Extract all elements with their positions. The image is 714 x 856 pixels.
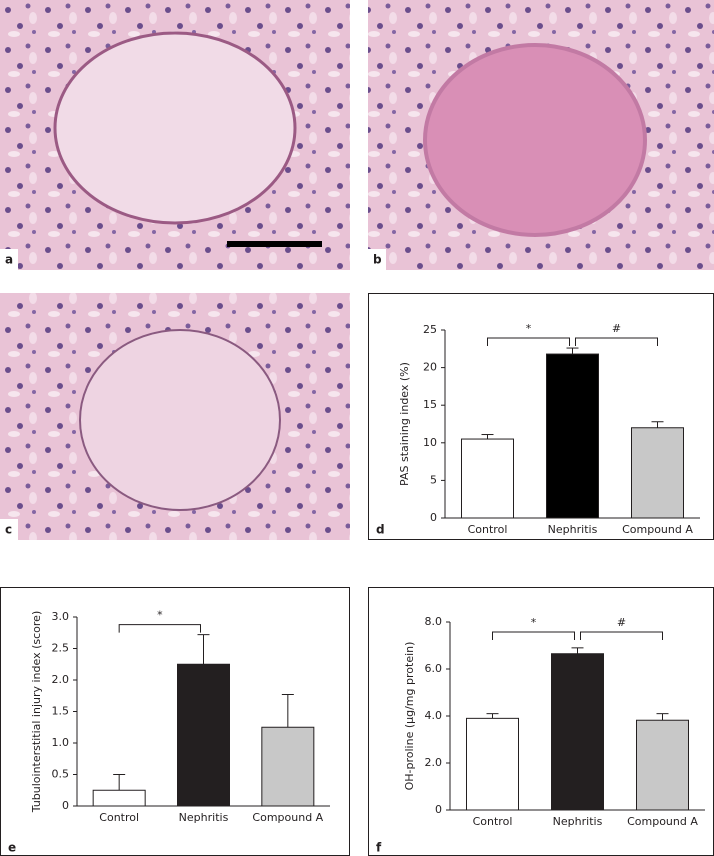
x-tick-label: Compound A	[627, 815, 698, 828]
y-tick-label: 1.0	[52, 736, 70, 749]
significance-bracket	[487, 337, 570, 347]
panel-label: f	[376, 841, 382, 855]
bar	[636, 719, 689, 811]
annotation: *	[157, 609, 163, 622]
x-tick-label: Control	[473, 815, 513, 828]
panel-label: c	[5, 523, 12, 537]
bar	[261, 726, 315, 807]
y-tick-label: 4.0	[425, 709, 443, 722]
y-tick-label: 10	[423, 436, 437, 449]
y-tick-label: 3.0	[52, 610, 70, 623]
y-tick-label: 15	[423, 398, 437, 411]
x-tick-label: Control	[468, 523, 508, 536]
x-tick-label: Compound A	[252, 811, 323, 824]
bar	[546, 353, 599, 519]
panel-label: d	[376, 523, 385, 537]
bar	[466, 717, 519, 811]
x-tick-label: Nephritis	[548, 523, 598, 536]
label-box	[368, 249, 386, 270]
annotation: *	[526, 322, 532, 335]
significance-bracket	[580, 631, 663, 640]
bar	[551, 653, 604, 811]
glomerulus	[53, 31, 297, 225]
y-tick-label: 2.0	[425, 756, 443, 769]
y-tick-label: 0	[62, 799, 69, 812]
annotation: #	[612, 322, 621, 335]
glomerulus	[423, 43, 647, 237]
panel-label: b	[373, 253, 382, 267]
y-tick-label: 2.5	[52, 642, 70, 655]
y-tick-label: 0.5	[52, 768, 70, 781]
y-tick-label: 2.0	[52, 673, 70, 686]
bar	[631, 427, 684, 519]
significance-bracket	[575, 337, 658, 347]
y-axis-label: PAS staining index (%)	[398, 362, 411, 486]
annotation: #	[617, 616, 626, 629]
y-tick-label: 0	[430, 511, 437, 524]
bar	[461, 438, 514, 519]
bar	[92, 789, 146, 807]
y-tick-label: 6.0	[425, 662, 443, 675]
x-tick-label: Nephritis	[553, 815, 603, 828]
panel-label: a	[5, 253, 13, 267]
significance-bracket	[118, 624, 201, 633]
bar	[177, 663, 230, 807]
panel-label: e	[8, 841, 16, 855]
y-tick-label: 1.5	[52, 705, 70, 718]
y-tick-label: 25	[423, 323, 437, 336]
glomerulus	[79, 329, 281, 511]
y-tick-label: 0	[435, 803, 442, 816]
label-box	[0, 249, 18, 270]
annotation: *	[531, 616, 537, 629]
y-tick-label: 8.0	[425, 615, 443, 628]
significance-bracket	[492, 631, 575, 640]
y-tick-label: 20	[423, 361, 437, 374]
y-axis-label: OH-proline (µg/mg protein)	[403, 642, 416, 791]
y-axis-label: Tubulointerstitial injury index (score)	[30, 611, 43, 813]
label-box	[0, 519, 18, 540]
x-tick-label: Control	[99, 811, 139, 824]
x-tick-label: Nephritis	[179, 811, 229, 824]
x-tick-label: Compound A	[622, 523, 693, 536]
y-tick-label: 5	[430, 473, 437, 486]
